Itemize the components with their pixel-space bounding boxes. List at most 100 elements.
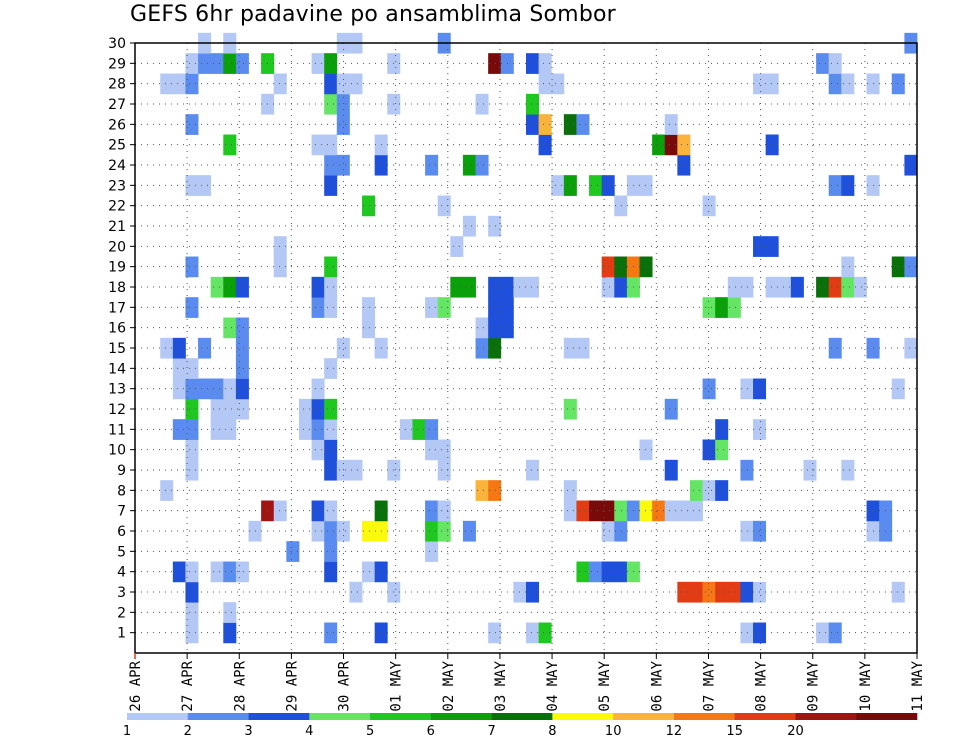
heatmap-cell [639,500,653,522]
heatmap-cell [639,439,653,461]
heatmap-cell [311,134,325,156]
heatmap-cell [210,276,224,298]
heatmap-cell [172,419,186,440]
heatmap-cell [324,398,338,420]
y-tick-label: 10 [108,443,126,459]
heatmap-cell [488,215,502,237]
heatmap-cell [349,581,363,603]
heatmap-cell [853,276,867,298]
heatmap-cell [563,480,577,501]
colorbar-swatch [309,713,371,720]
heatmap-cell [362,297,376,318]
heatmap-cell [702,195,716,217]
heatmap-cell [740,622,754,644]
x-tick-label: 09 MAY [806,660,822,711]
heatmap-cell [488,480,502,501]
heatmap-cell [437,500,451,522]
heatmap-cell [765,236,779,257]
y-tick-label: 4 [117,565,126,581]
heatmap-cell [311,520,325,542]
heatmap-cell [601,561,615,583]
heatmap-cell [425,439,439,461]
heatmap-cell [488,276,502,298]
heatmap-cell [664,114,678,135]
heatmap-cell [538,134,552,156]
y-tick-label: 22 [108,199,126,215]
heatmap-cell [311,500,325,522]
heatmap-cell [664,398,678,420]
heatmap-cell [223,622,237,644]
heatmap-cell [185,378,199,400]
heatmap-cell [198,337,212,359]
colorbar-label: 6 [427,724,435,739]
colorbar-swatch [673,713,735,720]
y-tick-label: 5 [117,544,126,560]
y-tick-label: 18 [108,280,126,296]
heatmap-cell [362,195,376,217]
x-tick-label: 03 MAY [493,660,509,711]
heatmap-cell [828,622,842,644]
x-tick-label: 06 MAY [649,660,665,711]
heatmap-cell [462,276,476,298]
heatmap-cell [349,459,363,481]
heatmap-cell [727,581,741,603]
heatmap-cell [324,53,338,74]
heatmap-cell [475,93,489,115]
heatmap-cell [526,114,540,135]
y-tick-label: 11 [108,422,126,438]
heatmap-cell [816,53,830,74]
colorbar-swatch [248,713,310,720]
y-tick-label: 9 [117,463,126,479]
heatmap-cell [601,276,615,298]
heatmap-cell [437,459,451,481]
y-tick-label: 25 [108,138,126,154]
heatmap-cell [841,276,855,298]
heatmap-cell [702,581,716,603]
heatmap-cell [172,73,186,95]
heatmap-cell [475,480,489,501]
heatmap-cell [160,337,174,359]
heatmap-cell [715,480,729,501]
heatmap-cell [311,53,325,74]
x-tick-label: 26 APR [128,660,144,711]
heatmap-cell [324,622,338,644]
heatmap-cell [475,337,489,359]
heatmap-cell [185,581,199,603]
heatmap-cell [488,317,502,339]
heatmap-cell [311,297,325,318]
heatmap-cell [425,520,439,542]
heatmap-cell [324,134,338,156]
colorbar-swatch [552,713,614,720]
heatmap-cell [425,419,439,440]
y-tick-label: 2 [117,605,126,621]
heatmap-cell [324,154,338,176]
heatmap-cell [614,276,628,298]
heatmap-cell [551,73,565,95]
heatmap-cell [538,114,552,135]
heatmap-cell [576,114,590,135]
heatmap-cell [185,398,199,420]
heatmap-cell [185,175,199,196]
heatmap-cell [298,419,312,440]
heatmap-cell [740,276,754,298]
y-tick-label: 8 [117,483,126,499]
colorbar-swatch [187,713,249,720]
heatmap-cell [891,73,905,95]
heatmap-cell [437,439,451,461]
colorbar-swatch [127,713,189,720]
heatmap-cell [891,581,905,603]
heatmap-cell [399,419,413,440]
heatmap-cell [324,459,338,481]
heatmap-cell [538,73,552,95]
heatmap-cell [198,378,212,400]
colorbar-label: 5 [366,724,374,739]
heatmap-cell [563,500,577,522]
y-tick-label: 23 [108,178,126,194]
x-tick-label: 02 MAY [441,660,457,711]
heatmap-cell [311,419,325,440]
heatmap-cell [715,297,729,318]
heatmap-cell [689,581,703,603]
heatmap-cell [563,337,577,359]
colorbar-label: 3 [244,724,252,739]
heatmap-cell [563,114,577,135]
